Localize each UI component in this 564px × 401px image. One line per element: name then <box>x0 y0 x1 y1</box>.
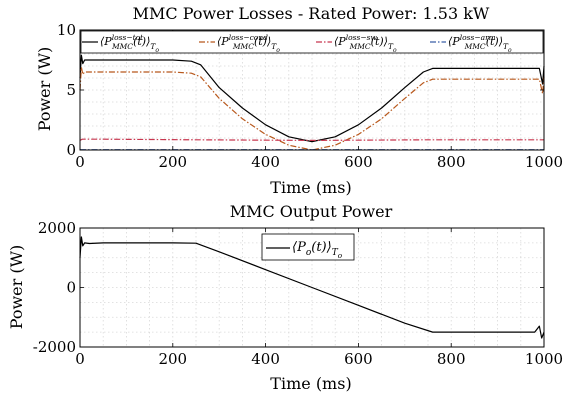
x-tick-label: 800 <box>437 350 466 368</box>
legend-subscript: o <box>393 47 397 54</box>
legend-superscript: loss−arm <box>460 33 496 42</box>
legend: ⟨Po(t)⟩To <box>261 233 355 261</box>
x-tick-label: 400 <box>251 350 280 368</box>
series-line-2 <box>79 138 544 141</box>
output-power-chart: MMC Output Power Time (ms) Power (W) 0 20… <box>7 202 563 393</box>
legend-tail: (t)⟩ <box>371 35 388 48</box>
x-tick-label: 400 <box>251 153 280 171</box>
legend-subscript: o <box>306 248 312 258</box>
y-tick-label: 0 <box>66 141 76 159</box>
legend-tail: (t)⟩ <box>311 240 331 255</box>
legend-subscript: o <box>338 251 343 260</box>
legend-subscript: o <box>508 47 512 54</box>
x-tick-label: 800 <box>437 153 466 171</box>
x-tick-label: 200 <box>158 350 187 368</box>
legend-subscript: o <box>155 47 159 54</box>
legend-subscript: T <box>503 42 509 51</box>
output-chart-title: MMC Output Power <box>230 202 393 221</box>
legend-label: ⟨Ploss−sw MMC(t)⟩To <box>334 33 397 54</box>
x-tick-label: 600 <box>344 350 373 368</box>
losses-chart: MMC Power Losses - Rated Power: 1.53 kW … <box>35 4 563 197</box>
legend-subscript: o <box>276 47 280 54</box>
y-tick-label: 5 <box>66 81 76 99</box>
legend-superscript: loss−cond <box>229 33 268 42</box>
legend-subscript: MMC <box>111 42 133 51</box>
x-tick-label: 0 <box>75 153 85 171</box>
series-line-1 <box>79 66 545 151</box>
legend: ⟨Ploss−tot MMC(t)⟩To⟨Ploss−cond MMC(t)⟩To⟨… <box>80 30 544 54</box>
legend-subscript: T <box>150 42 156 51</box>
y-tick-label: 2000 <box>38 219 76 237</box>
legend-symbol: ⟨P <box>334 35 346 48</box>
legend-subscript: MMC <box>232 42 254 51</box>
series-line-0 <box>79 54 545 143</box>
series-line-0 <box>79 236 545 339</box>
legend-label: ⟨Po(t)⟩To <box>292 240 343 260</box>
legend-symbol: ⟨P <box>217 35 229 48</box>
legend-tail: (t)⟩ <box>133 35 150 48</box>
losses-chart-title: MMC Power Losses - Rated Power: 1.53 kW <box>133 4 490 23</box>
legend-box <box>80 30 544 54</box>
legend-label: ⟨Ploss−tot MMC(t)⟩To <box>100 33 159 54</box>
legend-subscript: MMC <box>464 42 486 51</box>
legend-symbol: ⟨P <box>292 240 306 255</box>
x-tick-label: 600 <box>344 153 373 171</box>
losses-x-axis-label: Time (ms) <box>270 178 351 197</box>
output-x-axis-label: Time (ms) <box>270 374 351 393</box>
output-y-axis-label: Power (W) <box>7 245 26 330</box>
legend-subscript: T <box>271 42 277 51</box>
legend-tail: (t)⟩ <box>486 35 503 48</box>
legend-superscript: loss−sw <box>346 33 378 42</box>
legend-subscript: MMC <box>349 42 371 51</box>
y-tick-label: 0 <box>66 279 76 297</box>
legend-subscript: T <box>388 42 394 51</box>
legend-subscript: T <box>332 248 339 258</box>
legend-symbol: ⟨P <box>100 35 112 48</box>
x-tick-label: 1000 <box>525 153 563 171</box>
legend-label: ⟨Ploss−cond MMC(t)⟩To <box>217 33 280 54</box>
legend-superscript: loss−tot <box>112 33 144 42</box>
x-tick-label: 0 <box>75 350 85 368</box>
x-tick-label: 1000 <box>525 350 563 368</box>
legend-tail: (t)⟩ <box>254 35 271 48</box>
y-tick-label: 10 <box>57 21 76 39</box>
y-tick-label: -2000 <box>33 338 76 356</box>
legend-symbol: ⟨P <box>448 35 460 48</box>
x-tick-label: 200 <box>158 153 187 171</box>
legend-label: ⟨Ploss−arm MMC(t)⟩To <box>448 33 512 54</box>
losses-y-axis-label: Power (W) <box>35 47 54 132</box>
legend-box <box>261 233 355 261</box>
